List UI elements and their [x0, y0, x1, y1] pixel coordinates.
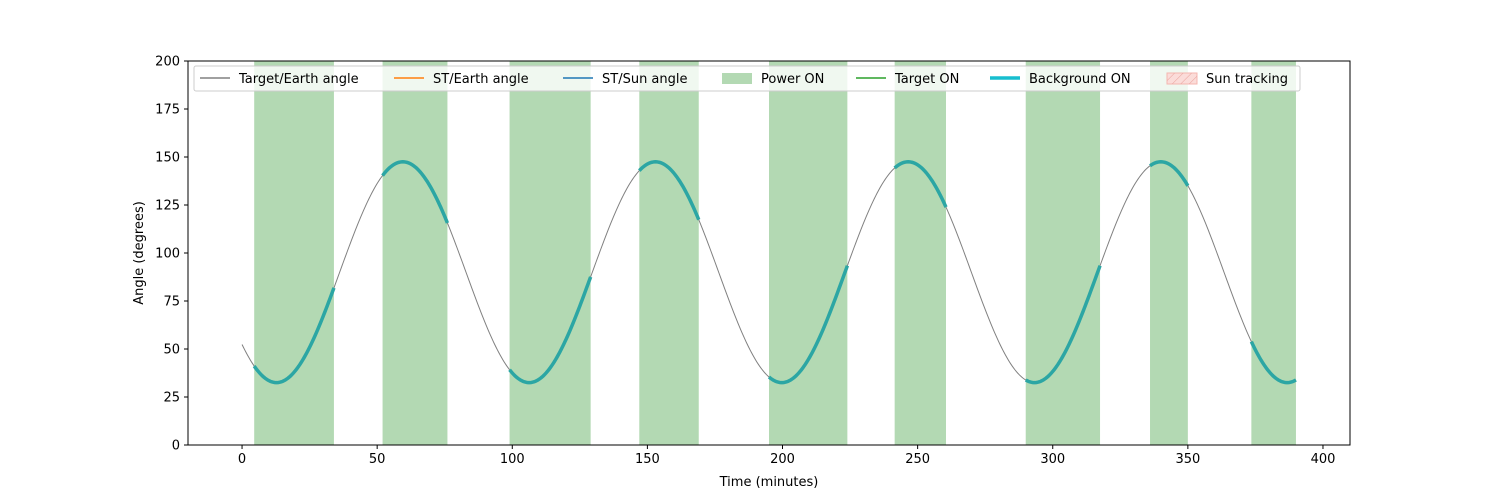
- x-tick-label: 0: [238, 452, 246, 467]
- y-tick-label: 75: [163, 295, 180, 310]
- background-on-segment: [252, 287, 336, 385]
- legend-entry: Power ON: [722, 72, 824, 87]
- x-axis-label: Time (minutes): [719, 475, 819, 490]
- y-tick-label: 125: [155, 199, 180, 214]
- legend-entry: Sun tracking: [1166, 72, 1288, 87]
- legend-label: Power ON: [761, 72, 824, 87]
- x-tick-label: 50: [369, 452, 386, 467]
- x-tick-label: 100: [500, 452, 525, 467]
- y-tick-label: 200: [155, 55, 180, 70]
- legend-swatch: [722, 73, 752, 84]
- x-tick-label: 200: [770, 452, 795, 467]
- power-on-band: [894, 61, 947, 445]
- legend-label: Target/Earth angle: [238, 72, 359, 87]
- y-axis: 0 25 50 75 100 125 150 175 200: [155, 55, 188, 454]
- y-tick-label: 0: [172, 439, 180, 454]
- background-on-segment: [1024, 265, 1102, 385]
- power-on-band: [509, 61, 591, 445]
- background-on-segment: [508, 276, 593, 385]
- power-on-band: [1150, 61, 1188, 445]
- x-tick-label: 150: [635, 452, 660, 467]
- legend-entry: ST/Sun angle: [563, 72, 688, 87]
- legend-entry: Target ON: [856, 72, 959, 87]
- legend-label: Sun tracking: [1206, 72, 1288, 87]
- background-on-segment: [893, 160, 948, 208]
- background-on-segment: [638, 160, 701, 221]
- power-on-band: [1025, 61, 1101, 445]
- x-tick-label: 250: [905, 452, 930, 467]
- legend-label: ST/Earth angle: [433, 72, 529, 87]
- power-on-band: [382, 61, 448, 445]
- x-axis: 0 50 100 150 200 250 300 350 400: [238, 445, 1335, 467]
- legend-entry: ST/Earth angle: [394, 72, 529, 87]
- background-on-segment: [381, 160, 450, 224]
- y-tick-label: 175: [155, 103, 180, 118]
- y-tick-label: 25: [163, 391, 180, 406]
- legend-entry: Background ON: [990, 72, 1131, 87]
- power-on-band: [639, 61, 699, 445]
- background-on-segment: [767, 265, 850, 385]
- y-tick-label: 150: [155, 151, 180, 166]
- background-on-segment: [1149, 160, 1190, 187]
- legend-label: ST/Sun angle: [602, 72, 688, 87]
- legend-label: Target ON: [894, 72, 959, 87]
- x-tick-label: 300: [1040, 452, 1065, 467]
- y-axis-label: Angle (degrees): [132, 201, 147, 305]
- y-tick-label: 100: [155, 247, 180, 262]
- x-tick-label: 350: [1175, 452, 1200, 467]
- y-tick-label: 50: [163, 343, 180, 358]
- legend-label: Background ON: [1029, 72, 1131, 87]
- legend: Target/Earth angle ST/Earth angle ST/Sun a…: [193, 65, 1301, 92]
- power-on-band: [769, 61, 848, 445]
- background-on-segment: [1249, 340, 1297, 385]
- x-tick-label: 400: [1311, 452, 1336, 467]
- background-on-layer: [252, 160, 1297, 385]
- power-on-band: [1251, 61, 1296, 445]
- power-on-band: [254, 61, 334, 445]
- legend-entry: Target/Earth angle: [200, 72, 359, 87]
